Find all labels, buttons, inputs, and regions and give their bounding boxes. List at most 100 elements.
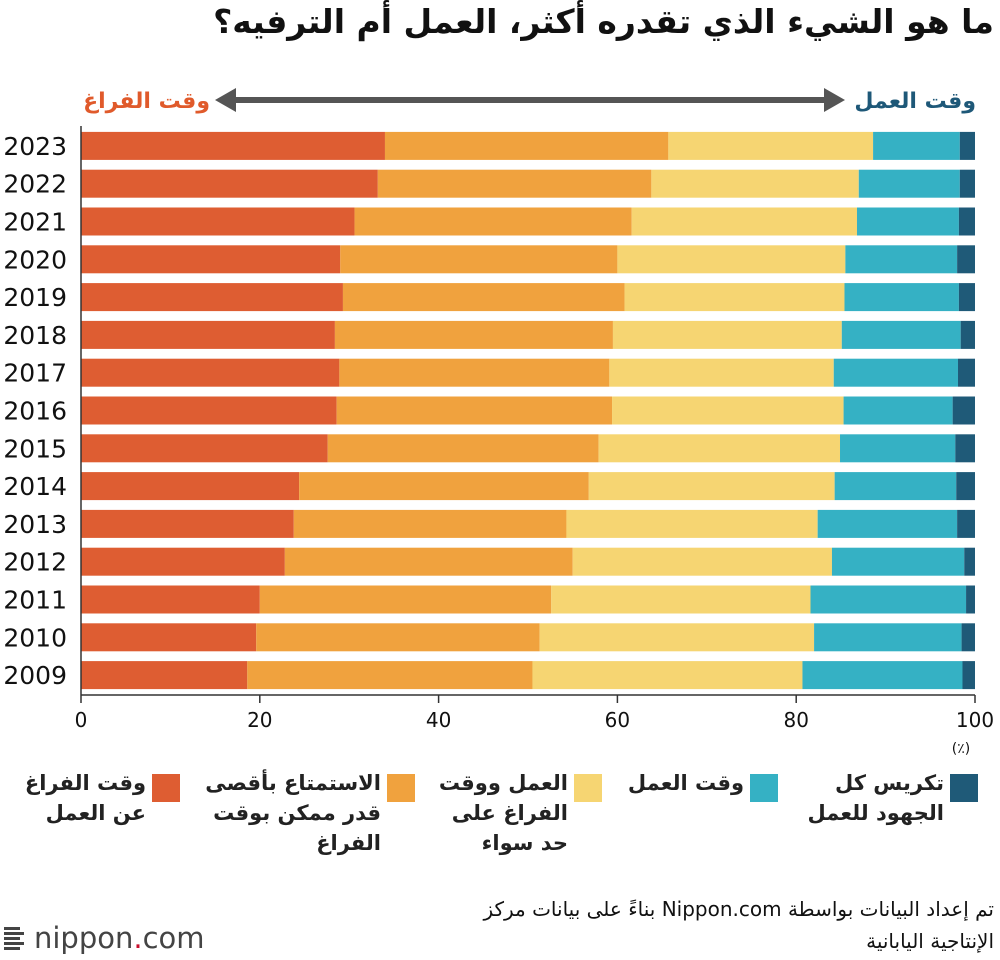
bar-segment-2014-s1 xyxy=(81,472,300,501)
legend-swatch-4 xyxy=(750,774,778,802)
bar-segment-2017-s4 xyxy=(833,358,959,387)
y-tick-label-2014: 2014 xyxy=(3,472,67,501)
legend-label-1-line-1: وقت الفراغ xyxy=(24,771,146,795)
legend: وقت الفراغ عن العمل الاستمتاع بأقصى قدر ممك… xyxy=(0,768,1000,868)
bar-segment-2009-s5 xyxy=(962,661,975,690)
y-tick-label-2016: 2016 xyxy=(3,397,67,426)
bar-segment-2013-s1 xyxy=(81,509,294,538)
legend-label-2-line-1: الاستمتاع بأقصى xyxy=(205,771,381,795)
bar-segment-2012-s4 xyxy=(831,547,965,576)
bar-segment-2021-s5 xyxy=(958,207,975,236)
x-axis: 0 20 40 60 80 100 (٪) xyxy=(75,126,994,757)
bar-segment-2023-s5 xyxy=(959,131,975,160)
bar-segment-2020-s5 xyxy=(957,245,975,274)
y-tick-label-2012: 2012 xyxy=(3,548,67,577)
y-tick-label-2019: 2019 xyxy=(3,283,67,312)
bar-segment-2016-s2 xyxy=(336,396,613,425)
bar-segment-2010-s2 xyxy=(256,623,540,652)
legend-label-3-line-1: العمل ووقت xyxy=(438,771,568,795)
bar-segment-2011-s5 xyxy=(966,585,975,614)
arrow-right-head-icon xyxy=(824,88,845,112)
y-tick-label-2010: 2010 xyxy=(3,623,67,652)
y-tick-label-2011: 2011 xyxy=(3,586,67,615)
legend-label-5-line-1: تكريس كل xyxy=(835,771,944,795)
bar-segment-2015-s5 xyxy=(955,434,975,463)
legend-swatch-2 xyxy=(387,774,415,802)
y-tick-label-2020: 2020 xyxy=(3,245,67,274)
bar-segment-2014-s2 xyxy=(299,472,589,501)
bar-segment-2013-s4 xyxy=(817,509,958,538)
bars xyxy=(81,131,975,690)
arrow-left-head-icon xyxy=(215,88,236,112)
bar-segment-2011-s2 xyxy=(259,585,552,614)
bar-segment-2020-s1 xyxy=(81,245,341,274)
page-title: ما هو الشيء الذي تقدره أكثر، العمل أم ال… xyxy=(213,2,994,41)
bar-segment-2011-s4 xyxy=(810,585,967,614)
bar-segment-2012-s2 xyxy=(284,547,573,576)
bar-segment-2013-s2 xyxy=(293,509,567,538)
bar-segment-2019-s3 xyxy=(624,283,845,312)
bar-segment-2022-s4 xyxy=(858,169,960,198)
bar-segment-2015-s1 xyxy=(81,434,328,463)
y-tick-label-2022: 2022 xyxy=(3,170,67,199)
bar-segment-2017-s1 xyxy=(81,358,340,387)
bar-segment-2021-s2 xyxy=(354,207,632,236)
bar-segment-2022-s1 xyxy=(81,169,378,198)
legend-label-2-line-3: الفراغ xyxy=(316,831,381,855)
bar-segment-2009-s2 xyxy=(247,661,533,690)
source-line-2: الإنتاجية اليابانية xyxy=(866,929,994,953)
bar-segment-2018-s3 xyxy=(612,320,842,349)
arrow-left-label: وقت الفراغ xyxy=(83,89,210,114)
bar-segment-2018-s4 xyxy=(841,320,961,349)
bar-segment-2012-s3 xyxy=(572,547,832,576)
bar-segment-2021-s1 xyxy=(81,207,355,236)
bar-segment-2016-s5 xyxy=(952,396,975,425)
arrow-right-label: وقت العمل xyxy=(854,89,976,114)
bar-segment-2012-s5 xyxy=(964,547,975,576)
bar-segment-2019-s4 xyxy=(844,283,959,312)
bar-segment-2022-s3 xyxy=(651,169,859,198)
bar-segment-2014-s4 xyxy=(834,472,957,501)
bar-segment-2015-s2 xyxy=(327,434,599,463)
legend-label-4: وقت العمل xyxy=(628,768,744,798)
direction-arrow: وقت الفراغ وقت العمل xyxy=(83,88,976,114)
source-note: تم إعداد البيانات بواسطة Nippon.com بناء… xyxy=(374,893,994,957)
legend-label-2: الاستمتاع بأقصى قدر ممكن بوقت الفراغ xyxy=(205,768,381,858)
bar-segment-2009-s1 xyxy=(81,661,248,690)
bar-segment-2023-s1 xyxy=(81,131,385,160)
y-tick-label-2015: 2015 xyxy=(3,434,67,463)
bar-segment-2011-s1 xyxy=(81,585,260,614)
x-tick-label-100: 100 xyxy=(956,708,994,732)
bar-segment-2009-s3 xyxy=(532,661,803,690)
x-tick-label-0: 0 xyxy=(75,708,88,732)
y-tick-label-2017: 2017 xyxy=(3,359,67,388)
bar-segment-2010-s1 xyxy=(81,623,257,652)
bar-segment-2014-s5 xyxy=(956,472,975,501)
bar-segment-2019-s2 xyxy=(342,283,625,312)
legend-label-3-line-3: حد سواء xyxy=(481,831,568,855)
bar-segment-2010-s5 xyxy=(961,623,975,652)
bar-segment-2020-s3 xyxy=(617,245,846,274)
y-tick-label-2023: 2023 xyxy=(3,132,67,161)
bar-segment-2018-s2 xyxy=(334,320,613,349)
bar-segment-2009-s4 xyxy=(802,661,963,690)
logo-dot: . xyxy=(133,921,143,955)
bar-segment-2016-s1 xyxy=(81,396,337,425)
bar-segment-2019-s5 xyxy=(958,283,975,312)
x-axis-unit: (٪) xyxy=(952,741,970,757)
bar-segment-2023-s2 xyxy=(384,131,669,160)
y-tick-label-2013: 2013 xyxy=(3,510,67,539)
bar-segment-2023-s3 xyxy=(668,131,874,160)
bar-segment-2012-s1 xyxy=(81,547,285,576)
x-tick-label-40: 40 xyxy=(426,708,451,732)
nippon-logo: nippon. com xyxy=(4,918,205,958)
y-tick-label-2009: 2009 xyxy=(3,661,67,690)
bar-segment-2022-s2 xyxy=(377,169,652,198)
legend-label-3: العمل ووقت الفراغ على حد سواء xyxy=(439,768,568,858)
x-tick-label-60: 60 xyxy=(605,708,630,732)
bar-segment-2010-s3 xyxy=(539,623,815,652)
bar-segment-2017-s5 xyxy=(958,358,975,387)
legend-swatch-1 xyxy=(152,774,180,802)
legend-label-1-line-2: عن العمل xyxy=(45,801,146,825)
logo-suffix: com xyxy=(142,921,205,955)
